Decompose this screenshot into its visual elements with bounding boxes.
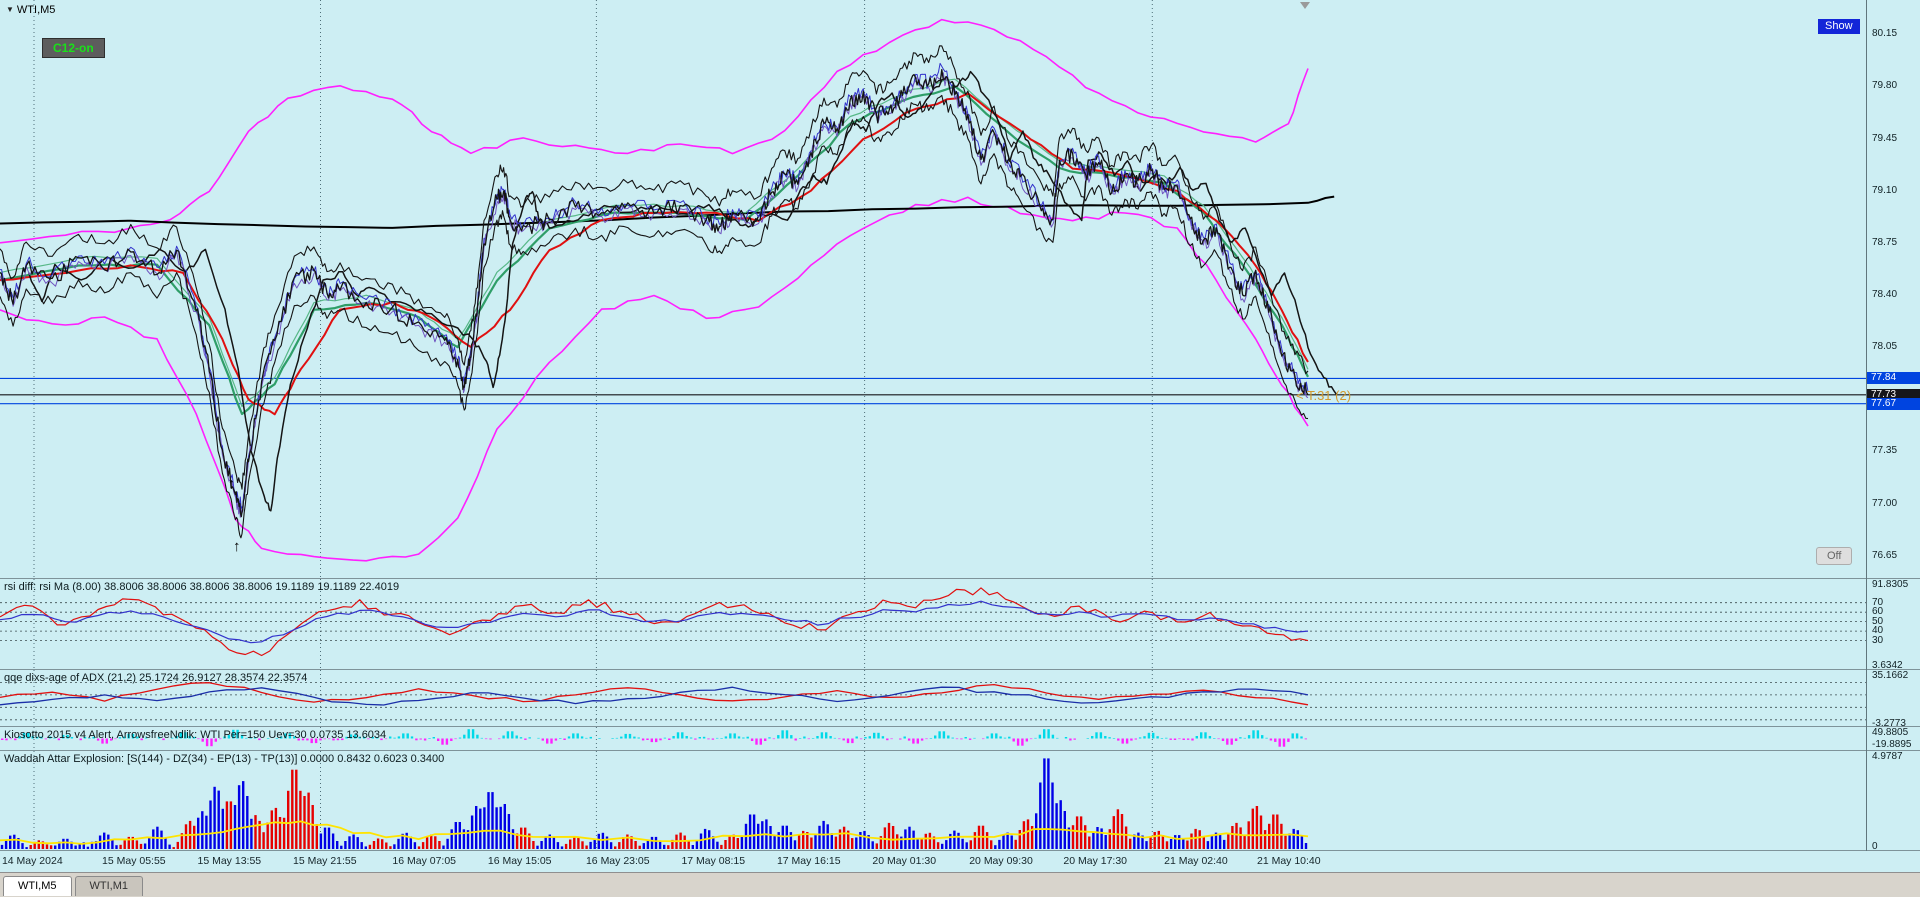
axis-label: 76.65	[1872, 549, 1898, 561]
axis-label: 70	[1872, 596, 1884, 608]
rsi-plot[interactable]	[0, 579, 1920, 669]
kiosotto-plot[interactable]	[0, 727, 1920, 750]
axis-label: 40	[1872, 625, 1884, 637]
pane-divider[interactable]	[0, 726, 1920, 727]
chart-tab-bar: WTI,M5 WTI,M1	[0, 872, 1920, 897]
time-label: 16 May 15:05	[487, 855, 552, 867]
time-label: 15 May 05:55	[102, 855, 166, 867]
svg-text:↑: ↑	[228, 476, 236, 493]
svg-text:↑: ↑	[233, 538, 241, 555]
kiosotto-indicator-title: Kiosotto 2015 v4 Alert, ArrowsfreeNdlik:…	[4, 729, 387, 741]
chart-tab-wti-m5[interactable]: WTI,M5	[3, 876, 72, 896]
price-tag: 77.84	[1867, 372, 1920, 385]
main-plot[interactable]: ↑↑	[0, 0, 1920, 578]
axis-label: 60	[1872, 606, 1884, 618]
pane-divider[interactable]	[0, 750, 1920, 751]
price-axis[interactable]: 80.15 79.80 79.45 79.10 78.75 78.40 78.05 77.35…	[1866, 0, 1920, 853]
time-label: 15 May 13:55	[197, 855, 262, 867]
axis-label: 91.8305	[1872, 579, 1909, 590]
trade-annotation: < T:31 (2)	[1296, 388, 1352, 403]
axis-label: 35.1662	[1872, 670, 1909, 681]
axis-label: 77.35	[1872, 445, 1898, 457]
axis-label: 80.15	[1872, 28, 1898, 40]
chart-shift-marker-icon	[1300, 2, 1310, 9]
kiosotto-indicator-pane[interactable]: Kiosotto 2015 v4 Alert, ArrowsfreeNdlik:…	[0, 727, 1920, 750]
time-label: 17 May 08:15	[681, 855, 746, 867]
axis-label: 78.05	[1872, 341, 1898, 353]
axis-label: 79.45	[1872, 132, 1898, 144]
off-button[interactable]: Off	[1816, 547, 1853, 565]
time-label: 17 May 16:15	[776, 855, 841, 867]
axis-label: 49.8805	[1872, 727, 1909, 738]
time-label: 20 May 09:30	[969, 855, 1033, 867]
waddah-indicator-title: Waddah Attar Explosion: [S(144) - DZ(34)…	[4, 753, 445, 765]
time-label: 16 May 07:05	[392, 855, 457, 867]
symbol-text: WTI,M5	[16, 4, 56, 16]
rsi-indicator-title: rsi diff: rsi Ma (8.00) 38.8006 38.8006 …	[4, 581, 400, 593]
axis-label: 78.40	[1872, 288, 1898, 300]
axis-label: 4.9787	[1872, 751, 1903, 762]
axis-label: -19.8895	[1872, 738, 1912, 750]
waddah-plot[interactable]	[0, 751, 1920, 850]
time-label: 21 May 02:40	[1164, 855, 1228, 867]
rsi-indicator-pane[interactable]: rsi diff: rsi Ma (8.00) 38.8006 38.8006 …	[0, 579, 1920, 669]
axis-label: 30	[1872, 634, 1884, 646]
axis-label: 79.80	[1872, 80, 1898, 92]
time-label: 16 May 23:05	[585, 855, 650, 867]
main-chart-pane[interactable]: ▼ WTI,M5 C12-on Show Off < T:31 (2) ↑ ↑	[0, 0, 1920, 578]
time-label: 20 May 17:30	[1063, 855, 1128, 867]
axis-label: 77.00	[1872, 497, 1898, 509]
adx-indicator-title: qqe dixs-age of ADX (21,2) 25.1724 26.91…	[4, 672, 308, 684]
axis-label: 0	[1872, 841, 1878, 853]
waddah-indicator-pane[interactable]: Waddah Attar Explosion: [S(144) - DZ(34)…	[0, 751, 1920, 850]
axis-label: 79.10	[1872, 184, 1898, 196]
c12-toggle-button[interactable]: C12-on	[42, 38, 105, 58]
time-label: 21 May 10:40	[1256, 855, 1321, 867]
pane-divider	[0, 850, 1920, 851]
axis-label: 78.75	[1872, 236, 1898, 248]
time-label: 15 May 21:55	[292, 855, 357, 867]
time-label: 14 May 2024	[1, 855, 63, 867]
price-tag: 77.67	[1867, 397, 1920, 410]
chart-tab-wti-m1[interactable]: WTI,M1	[74, 876, 143, 896]
symbol-label: ▼ WTI,M5	[6, 4, 55, 16]
axis-label: -3.2773	[1872, 717, 1906, 729]
adx-indicator-pane[interactable]: qqe dixs-age of ADX (21,2) 25.1724 26.91…	[0, 670, 1920, 726]
show-button[interactable]: Show	[1818, 19, 1860, 34]
axis-label: 3.6342	[1872, 659, 1903, 671]
chart-dropdown-icon[interactable]: ▼	[6, 5, 14, 14]
adx-plot[interactable]	[0, 670, 1920, 726]
axis-label: 50	[1872, 615, 1884, 627]
time-axis[interactable]: 14 May 2024 15 May 05:55 15 May 13:55 15 Ma…	[0, 851, 1920, 872]
pane-divider[interactable]	[0, 578, 1920, 579]
time-label: 20 May 01:30	[872, 855, 937, 867]
pane-divider[interactable]	[0, 669, 1920, 670]
